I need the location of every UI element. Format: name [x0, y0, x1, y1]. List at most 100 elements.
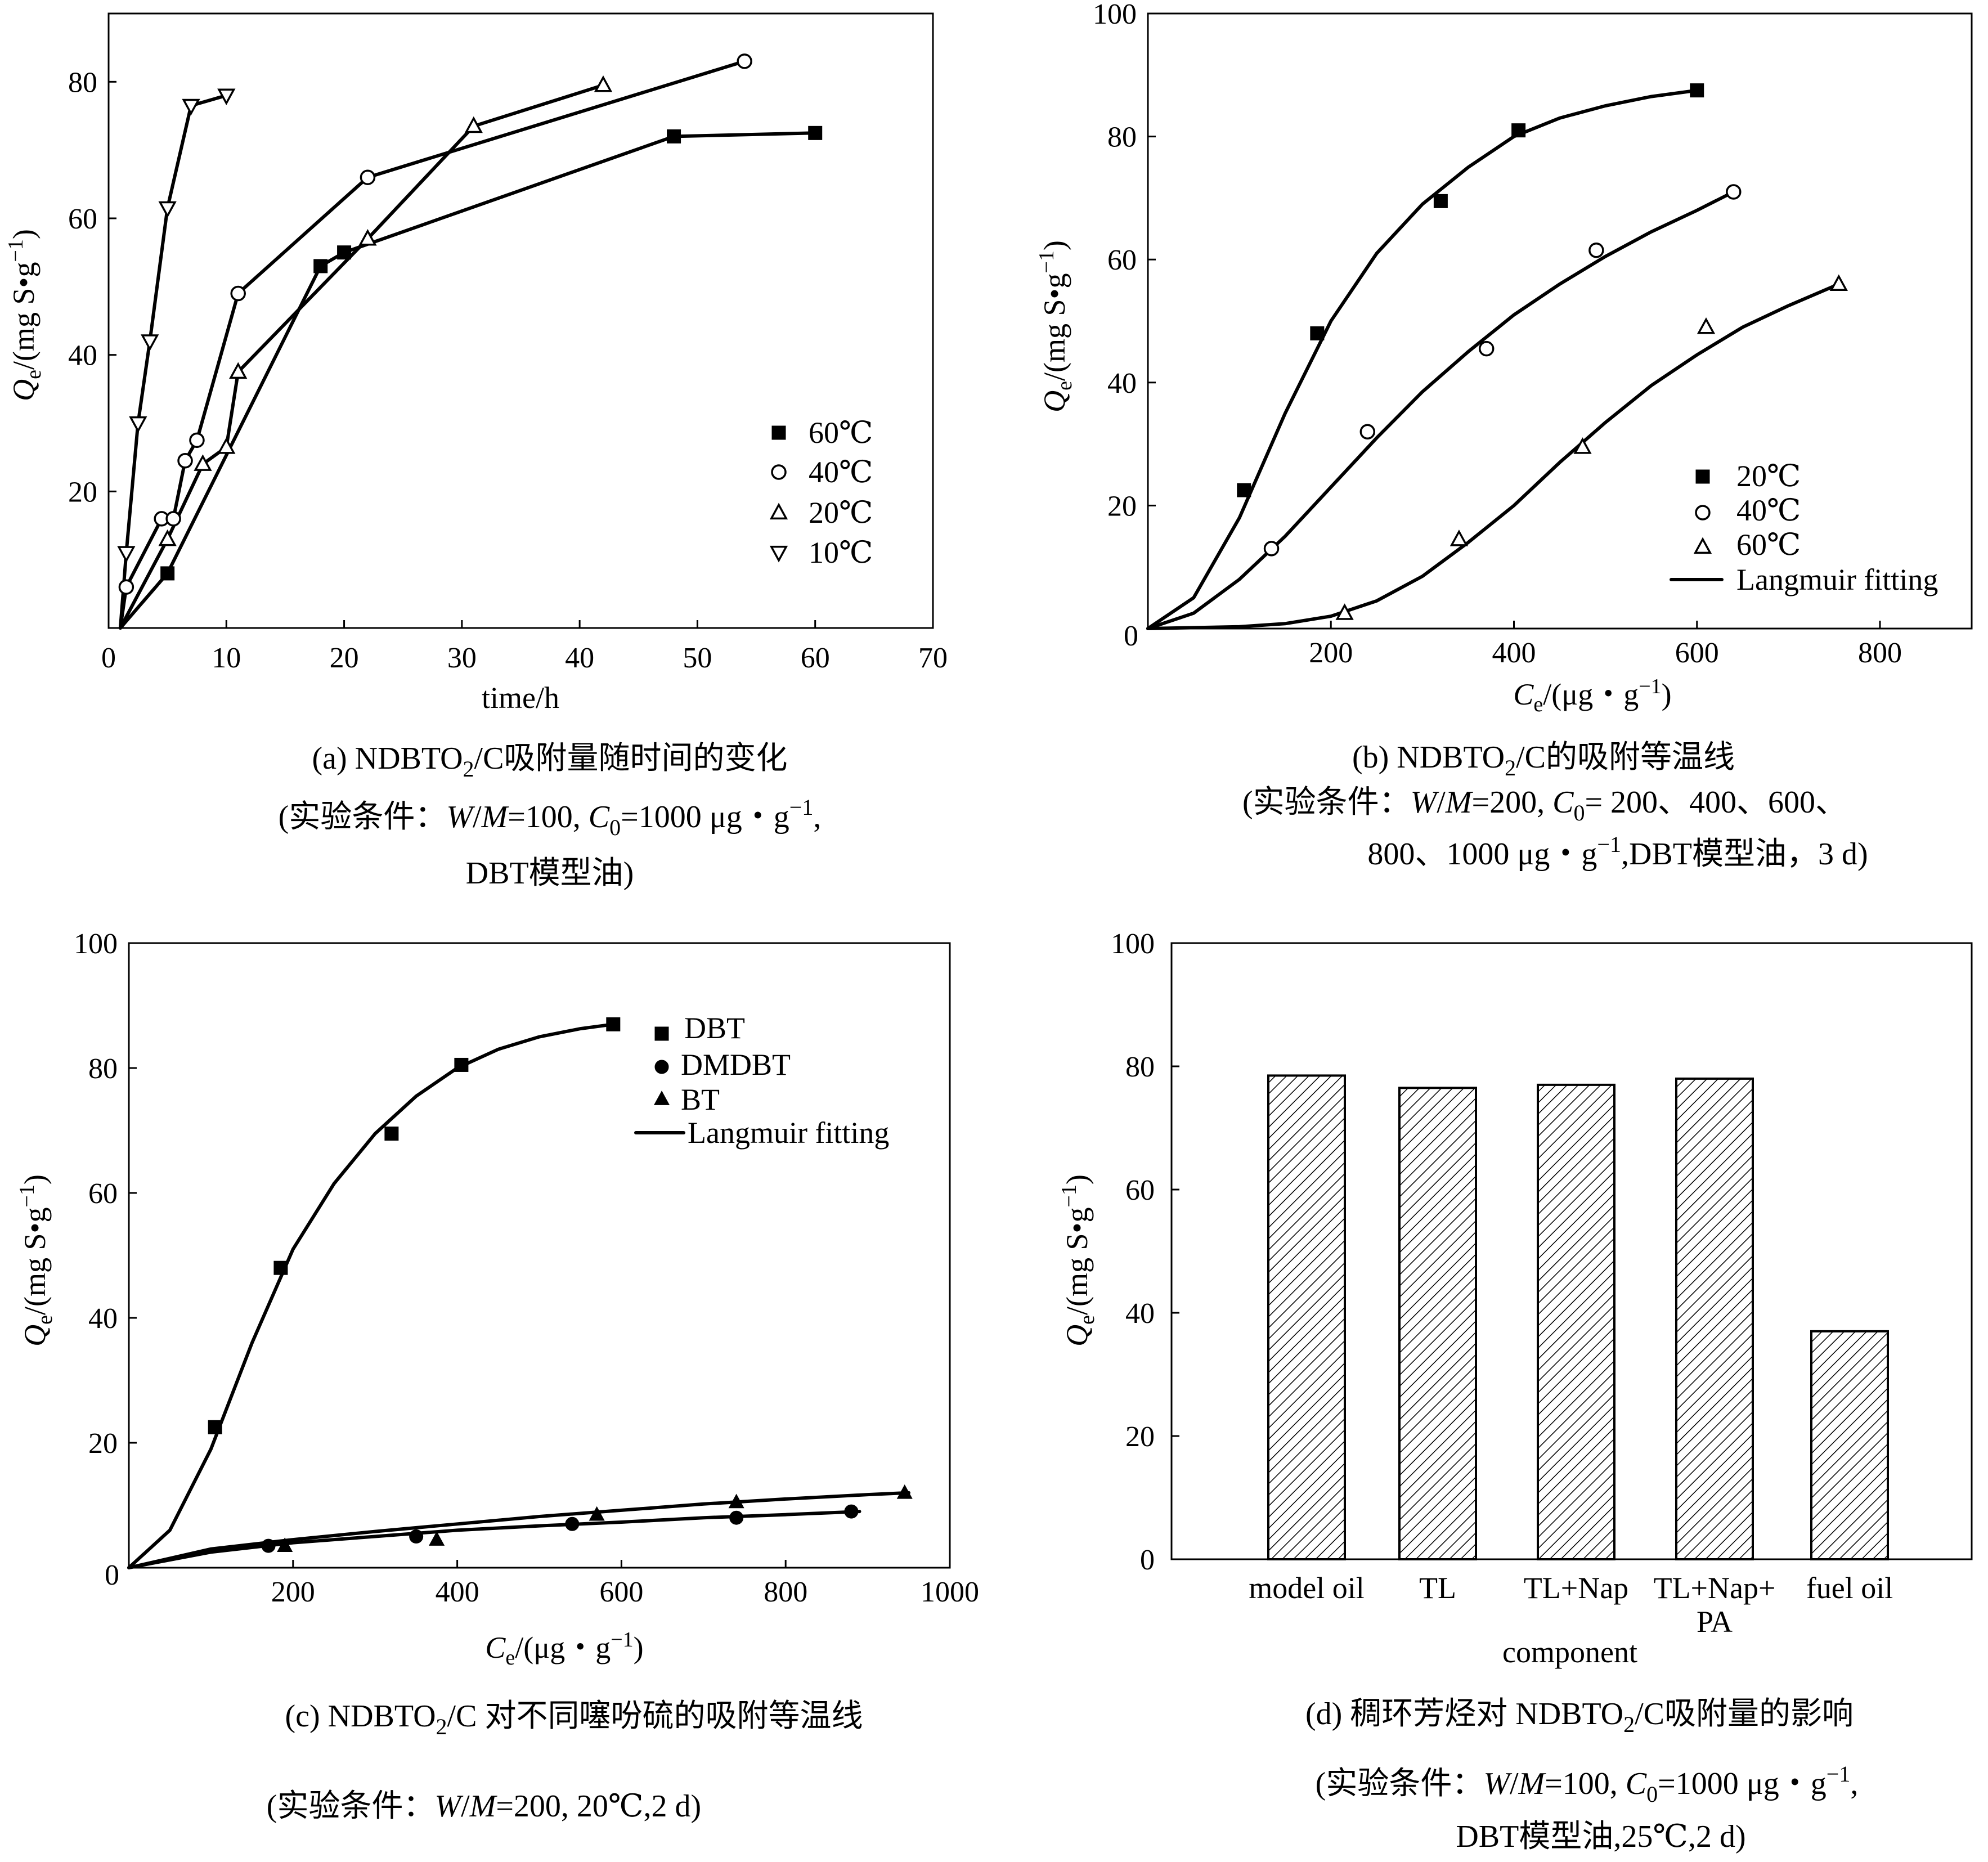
panel-b-point-s2-1 — [1335, 603, 1354, 620]
panel-b-point-s2-4 — [1697, 317, 1716, 334]
panel-b-ticks — [1147, 12, 1881, 629]
panel-c-point-s1-0 — [261, 1538, 276, 1553]
panel-d-y-tick-label-3: 60 — [1125, 1174, 1155, 1206]
panel-a-point-s2-3 — [217, 437, 236, 454]
panel-a-legend-label-2: 20℃ — [809, 496, 873, 530]
panel-b-y-tick-label-3: 80 — [1107, 122, 1137, 154]
panel-b-point-s0-1 — [1237, 483, 1251, 497]
panel-c: 0 200 400 600 800 1000 20 40 60 80 100 DBT DMDBT … — [15, 928, 979, 1824]
panel-c-y-tick-label-2: 60 — [88, 1178, 118, 1210]
panel-a-point-s1-4 — [177, 452, 193, 469]
panel-a-x-tick-labels: 0 10 20 30 40 50 60 70 — [101, 642, 948, 674]
panel-c-point-s1-2 — [565, 1516, 580, 1531]
panel-a-legend: 60℃ 40℃ 20℃ 10℃ — [769, 416, 873, 569]
panel-b-caption-conditions-2: 800、1000 μg・g−1,DBT模型油，3 d) — [1367, 832, 1868, 872]
panel-a-ticks — [107, 80, 934, 628]
panel-a-point-s1-7 — [360, 169, 376, 185]
panel-d-category-labels: model oil TL TL+Nap TL+Nap+PA fuel oil — [1249, 1571, 1893, 1639]
panel-b-y-tick-label-1: 40 — [1107, 367, 1137, 400]
panel-c-series-markers — [208, 1017, 913, 1553]
panel-a-x-tick-label-1: 10 — [212, 642, 241, 674]
panel-d-x-axis-label: component — [1502, 1635, 1637, 1669]
panel-b-caption-conditions: (实验条件：W/M=200, C0= 200、400、600、 — [1242, 785, 1847, 825]
panel-c-point-s1-4 — [844, 1504, 859, 1519]
panel-a-point-s0-4 — [667, 129, 681, 143]
panel-a-point-s1-5 — [189, 432, 205, 448]
panel-a-legend-label-0: 60℃ — [809, 416, 873, 450]
panel-c-y-tick-labels: 20 40 60 80 100 — [74, 928, 118, 1460]
panel-a-legend-marker-2 — [769, 502, 788, 520]
panel-a-point-s2-1 — [158, 529, 177, 546]
panel-c-fit-curve-0 — [127, 1022, 615, 1569]
panel-b-point-s0-5 — [1690, 83, 1704, 98]
panel-c-y-axis-label: Qe/(mg S•g−1) — [15, 1174, 57, 1347]
panel-b-point-s1-1 — [1263, 541, 1280, 557]
panel-b-x-axis-label: Ce/(μg・g−1) — [1513, 675, 1671, 716]
panel-c-point-s0-3 — [454, 1057, 469, 1072]
panel-a-point-s0-3 — [337, 245, 352, 260]
panel-c-point-s2-2 — [589, 1506, 605, 1521]
panel-c-y-tick-label-0: 20 — [88, 1428, 118, 1460]
panel-d-category-label-4: fuel oil — [1806, 1571, 1893, 1605]
panel-c-point-s0-4 — [606, 1017, 621, 1031]
panel-a-point-s2-5 — [358, 228, 377, 246]
panel-c-legend-marker-1 — [654, 1060, 669, 1074]
panel-a-series-lines — [118, 59, 817, 630]
panel-a-y-axis-label: Qe/(mg S•g−1) — [4, 229, 46, 401]
panel-a: 0 10 20 30 40 50 60 70 20 40 60 80 60℃ 40℃ 20℃ 10℃… — [4, 12, 948, 891]
panel-c-legend: DBT DMDBT BT Langmuir fitting — [634, 1011, 889, 1150]
panel-c-point-s2-1 — [429, 1531, 445, 1546]
panel-a-point-s2-4 — [229, 362, 248, 379]
panel-c-legend-marker-2 — [653, 1091, 670, 1105]
panel-c-legend-label-1: DMDBT — [681, 1048, 791, 1082]
panel-b-series-markers — [1237, 83, 1848, 620]
panel-a-x-tick-label-6: 60 — [801, 642, 830, 674]
panel-b-point-s1-5 — [1726, 184, 1742, 200]
panel-c-fit-curve-1 — [127, 1510, 861, 1569]
panel-a-x-tick-label-3: 30 — [447, 642, 477, 674]
panel-b-legend-marker-0 — [1695, 469, 1710, 484]
panel-c-legend-fit-label: Langmuir fitting — [688, 1116, 889, 1150]
panel-a-point-s1-6 — [230, 285, 246, 302]
panel-b-fit-curve-1 — [1146, 190, 1735, 630]
panel-d-category-label-3: TL+Nap+ — [1654, 1571, 1776, 1605]
panel-d-category-label-0: model oil — [1249, 1571, 1364, 1605]
panel-c-point-s0-1 — [273, 1260, 288, 1275]
panel-a-point-s3-5 — [182, 98, 200, 116]
panel-d-category-label-1: TL — [1419, 1571, 1456, 1605]
panel-b-point-s2-3 — [1573, 437, 1592, 454]
panel-c-x-tick-label-1: 200 — [271, 1576, 315, 1608]
panel-a-caption-conditions-2: DBT模型油) — [466, 856, 634, 891]
panel-b-y-tick-label-0: 20 — [1107, 490, 1137, 522]
panel-d-category-label-2: TL+Nap — [1524, 1571, 1628, 1605]
panel-a-x-tick-label-4: 40 — [565, 642, 594, 674]
panel-a-point-s1-1 — [118, 579, 134, 595]
panel-c-legend-label-2: BT — [681, 1083, 720, 1116]
panel-b-x-tick-label-4: 800 — [1858, 637, 1902, 669]
panel-b-y-tick-label-2: 60 — [1107, 244, 1137, 276]
panel-c-caption-title: (c) NDBTO2/C 对不同噻吩硫的吸附等温线 — [285, 1699, 863, 1739]
panel-a-point-s3-4 — [158, 201, 177, 218]
panel-b-x-tick-label-3: 600 — [1675, 637, 1719, 669]
panel-d-bar-1 — [1398, 1087, 1477, 1560]
panel-d-ticks — [1172, 942, 1179, 1560]
panel-a-caption-conditions: (实验条件：W/M=100, C0=1000 μg・g−1, — [279, 795, 822, 840]
panel-a-y-tick-labels: 20 40 60 80 — [68, 66, 97, 508]
panel-a-series-line-0 — [118, 131, 817, 630]
panel-a-x-axis-label: time/h — [482, 681, 559, 715]
panel-d-caption-title: (d) 稠环芳烃对 NDBTO2/C吸附量的影响 — [1305, 1697, 1854, 1737]
panel-a-y-tick-label-3: 80 — [68, 66, 97, 98]
panel-a-series-markers — [117, 53, 823, 595]
panel-b-point-s1-3 — [1478, 340, 1495, 357]
panel-d-caption-conditions: (实验条件：W/M=100, C0=1000 μg・g−1, — [1316, 1761, 1859, 1807]
panel-d: 0 20 40 60 80 100 model oil TL TL+Nap TL+Nap+PA f… — [1057, 928, 1973, 1854]
panel-b-point-s2-5 — [1829, 274, 1848, 291]
panel-c-plot-frame — [128, 942, 951, 1569]
panel-c-y-tick-label-4: 100 — [74, 928, 118, 960]
panel-b-y-tick-labels: 20 40 60 80 100 — [1093, 0, 1137, 522]
panel-a-point-s2-6 — [464, 116, 483, 133]
panel-d-y-axis-label: Qe/(mg S•g−1) — [1057, 1174, 1099, 1347]
panel-c-ticks — [128, 942, 951, 1568]
panel-b-y-tick-label-4: 100 — [1093, 0, 1137, 30]
